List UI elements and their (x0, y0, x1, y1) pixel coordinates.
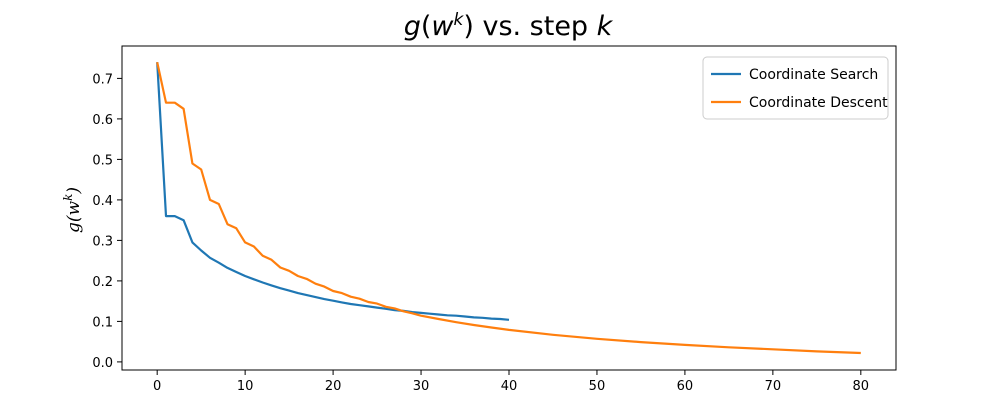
y-tick-label: 0.6 (92, 113, 113, 128)
ylabel-close: ) (64, 187, 84, 195)
plot-frame (121, 45, 897, 371)
tick-layer: 0 10 20 30 40 50 60 70 80 0.0 0.1 0.2 0.3 0.4 0.5 0.6 0.… (92, 72, 869, 394)
x-tick-label: 70 (765, 379, 782, 394)
legend-box (702, 56, 889, 120)
y-tick-label: 0.7 (92, 72, 113, 87)
title-rest: ) vs. step (463, 11, 596, 42)
title-k-sup: k (453, 10, 464, 30)
y-tick-label: 0.1 (92, 315, 113, 330)
y-tick-label: 0.5 (92, 153, 113, 168)
y-axis-label: g(wk) (61, 187, 84, 233)
title-paren-open: ( (421, 11, 432, 42)
y-tick-label: 0.2 (92, 275, 113, 290)
x-tick-label: 60 (677, 379, 694, 394)
title-w: w (431, 11, 454, 42)
chart-title: g(wk) vs. step k (404, 10, 614, 42)
series-line-coordinate-search (156, 62, 510, 321)
x-tick-label: 30 (413, 379, 430, 394)
y-tick-label: 0.0 (92, 356, 113, 371)
series-line-coordinate-descent (156, 61, 861, 355)
series-layer (156, 61, 861, 355)
y-tick-label: 0.3 (92, 234, 113, 249)
ylabel-g: g(w (64, 200, 84, 233)
legend-label: Coordinate Descent (749, 95, 888, 111)
title-k: k (597, 11, 614, 42)
legend: Coordinate Search Coordinate Descent (702, 56, 889, 120)
ylabel-k-sup: k (61, 194, 75, 201)
x-tick-label: 0 (153, 379, 161, 394)
y-tick-label: 0.4 (92, 194, 113, 209)
legend-label: Coordinate Search (749, 67, 878, 83)
x-tick-label: 80 (853, 379, 870, 394)
x-tick-label: 40 (501, 379, 518, 394)
x-tick-label: 50 (589, 379, 606, 394)
x-tick-label: 20 (325, 379, 342, 394)
title-g: g (404, 11, 421, 42)
x-tick-label: 10 (237, 379, 254, 394)
